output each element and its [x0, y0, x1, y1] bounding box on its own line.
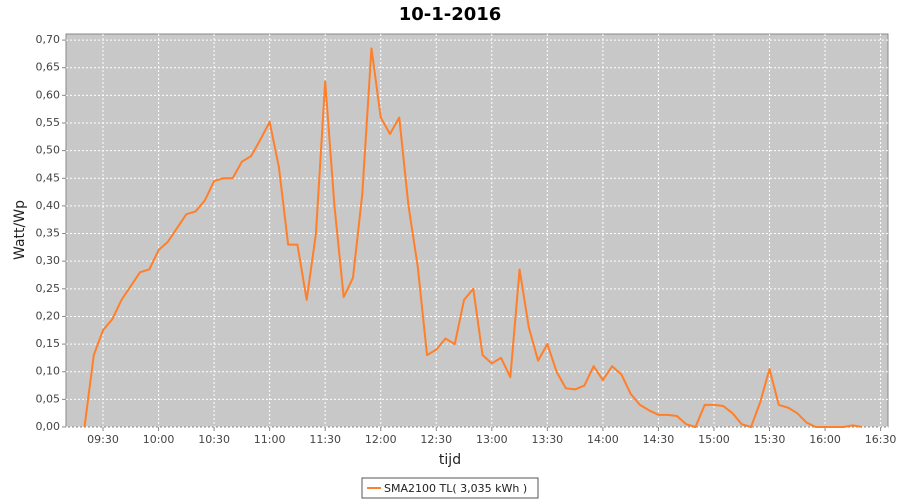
- x-tick-label: 14:30: [643, 433, 675, 446]
- y-tick-label: 0,45: [36, 171, 61, 184]
- x-tick-label: 14:00: [587, 433, 619, 446]
- y-tick-label: 0,30: [36, 254, 61, 267]
- x-tick-label: 09:30: [87, 433, 119, 446]
- x-tick-label: 15:00: [698, 433, 730, 446]
- y-tick-label: 0,65: [36, 61, 61, 74]
- y-tick-label: 0,60: [36, 88, 61, 101]
- y-tick-label: 0,15: [36, 337, 61, 350]
- x-tick-label: 11:30: [309, 433, 341, 446]
- x-tick-label: 16:30: [865, 433, 897, 446]
- legend-box: [361, 477, 539, 499]
- y-tick-label: 0,50: [36, 144, 61, 157]
- line: [83, 47, 863, 428]
- chart-title: 10-1-2016: [399, 4, 502, 25]
- x-axis-title: tijd: [439, 452, 461, 468]
- y-tick-label: 0,05: [36, 392, 61, 405]
- x-tick-label: 15:30: [754, 433, 786, 446]
- y-tick-label: 0,25: [36, 282, 61, 295]
- plot-area: [65, 33, 889, 428]
- x-tick-label: 13:00: [476, 433, 508, 446]
- y-tick-label: 0,00: [36, 420, 61, 433]
- legend-label: SMA2100 TL( 3,035 kWh ): [384, 482, 527, 495]
- x-tick-label: 12:00: [365, 433, 397, 446]
- y-tick-label: 0,20: [36, 309, 61, 322]
- y-tick-label: 0,40: [36, 199, 61, 212]
- y-tick-label: 0,35: [36, 227, 61, 240]
- x-tick-label: 12:30: [420, 433, 452, 446]
- y-axis-title: Watt/Wp: [12, 200, 28, 260]
- x-tick-label: 10:30: [198, 433, 230, 446]
- x-tick-label: 11:00: [254, 433, 286, 446]
- y-tick-label: 0,10: [36, 365, 61, 378]
- y-tick-label: 0,55: [36, 116, 61, 129]
- x-tick-label: 13:30: [531, 433, 563, 446]
- x-tick-label: 16:00: [809, 433, 841, 446]
- x-tick-label: 10:00: [143, 433, 175, 446]
- y-tick-label: 0,70: [36, 33, 61, 46]
